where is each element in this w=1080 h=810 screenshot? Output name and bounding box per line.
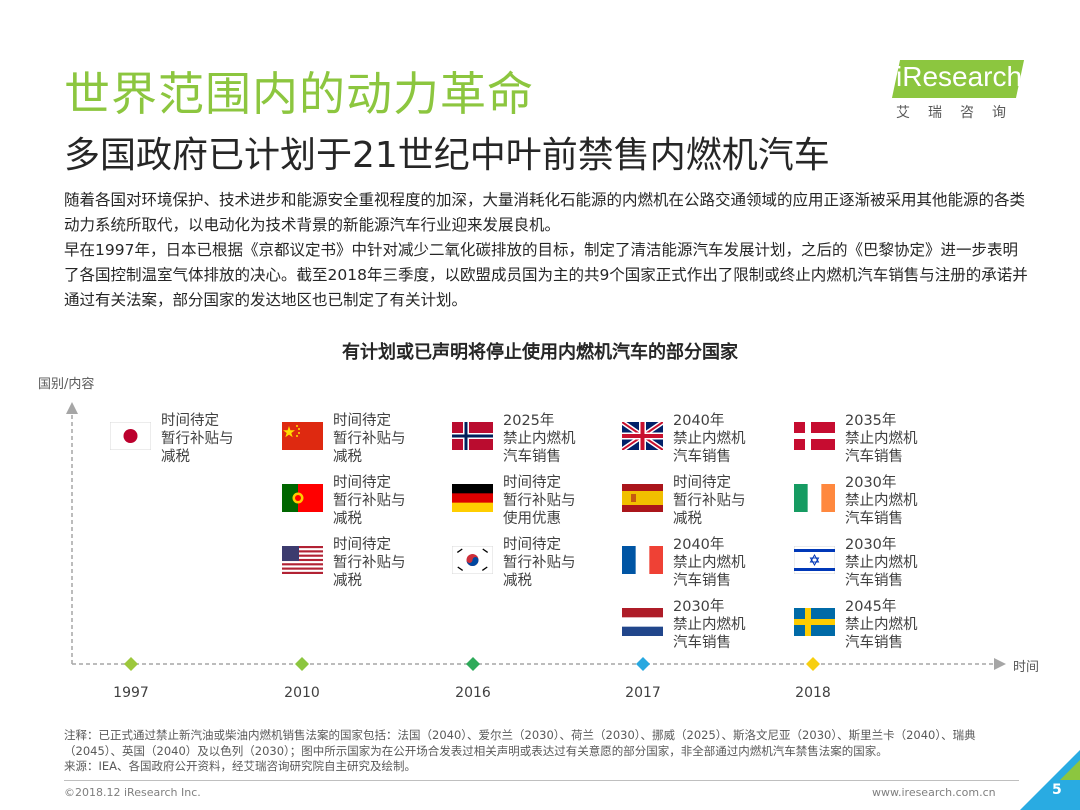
country-entry: 2025年 禁止内燃机 汽车销售 (452, 412, 576, 466)
iresearch-logo: iResearch 艾瑞咨询 (890, 58, 1030, 128)
country-entry: 时间待定 暂行补贴与 减税 (282, 474, 406, 528)
country-entry-text: 时间待定 暂行补贴与 减税 (333, 413, 406, 465)
timeline-marker-2017 (636, 657, 650, 671)
country-entry-text: 2030年 禁止内燃机 汽车销售 (673, 599, 746, 651)
country-entry: 2040年 禁止内燃机 汽车销售 (622, 536, 746, 590)
country-entry: 时间待定 暂行补贴与 减税 (110, 412, 234, 466)
country-entry: 2030年 禁止内燃机 汽车销售 (622, 598, 746, 652)
timeline-marker-2018 (806, 657, 820, 671)
year-label-2010: 2010 (284, 685, 320, 701)
country-entry-text: 2045年 禁止内燃机 汽车销售 (845, 599, 918, 651)
country-entry-text: 时间待定 暂行补贴与 减税 (333, 537, 406, 589)
country-entry-text: 2025年 禁止内燃机 汽车销售 (503, 413, 576, 465)
netherlands-flag (622, 608, 663, 636)
intro-paragraph-1: 随着各国对环境保护、技术进步和能源安全重视程度的加深，大量消耗化石能源的内燃机在… (64, 191, 1026, 234)
page-subtitle: 多国政府已计划于21世纪中叶前禁售内燃机汽车 (64, 135, 830, 176)
intro-paragraph: 随着各国对环境保护、技术进步和能源安全重视程度的加深，大量消耗化石能源的内燃机在… (64, 188, 1032, 313)
israel-flag (794, 546, 835, 574)
footnote-source: 来源：IEA、各国政府公开资料，经艾瑞咨询研究院自主研究及绘制。 (64, 759, 417, 773)
china-flag (282, 422, 323, 450)
country-entry-text: 时间待定 暂行补贴与 减税 (333, 475, 406, 527)
logo-chinese-text: 艾瑞咨询 (896, 105, 1024, 121)
country-entry: 2030年 禁止内燃机 汽车销售 (794, 474, 918, 528)
country-entry: 时间待定 暂行补贴与 减税 (282, 536, 406, 590)
country-entry-text: 时间待定 暂行补贴与 减税 (673, 475, 746, 527)
page-title: 世界范围内的动力革命 (64, 67, 534, 121)
country-entry: 时间待定 暂行补贴与 使用优惠 (452, 474, 576, 528)
country-entry-text: 2040年 禁止内燃机 汽车销售 (673, 413, 746, 465)
spain-flag (622, 484, 663, 512)
norway-flag (452, 422, 493, 450)
footer-divider (64, 780, 1019, 781)
uk-flag (622, 422, 663, 450)
y-axis-label: 国别/内容 (38, 377, 95, 392)
japan-flag (110, 422, 151, 450)
korea-flag (452, 546, 493, 574)
logo-text: iResearch (896, 61, 1023, 92)
country-entry-text: 时间待定 暂行补贴与 减税 (161, 413, 234, 465)
ireland-flag (794, 484, 835, 512)
page-number: 5 (1052, 782, 1062, 798)
country-entry-text: 时间待定 暂行补贴与 使用优惠 (503, 475, 576, 527)
country-entry: 2045年 禁止内燃机 汽车销售 (794, 598, 918, 652)
copyright: ©2018.12 iResearch Inc. (64, 786, 201, 799)
country-entry: 时间待定 暂行补贴与 减税 (622, 474, 746, 528)
year-label-2016: 2016 (455, 685, 491, 701)
intro-paragraph-2: 早在1997年，日本已根据《京都议定书》中针对减少二氧化碳排放的目标，制定了清洁… (64, 241, 1028, 309)
footnote-note: 注释：已正式通过禁止新汽油或柴油内燃机销售法案的国家包括：法国（2040）、爱尔… (64, 728, 976, 758)
country-entry-text: 2035年 禁止内燃机 汽车销售 (845, 413, 918, 465)
country-entry: 2035年 禁止内燃机 汽车销售 (794, 412, 918, 466)
country-entry-text: 2030年 禁止内燃机 汽车销售 (845, 475, 918, 527)
country-entry: 2040年 禁止内燃机 汽车销售 (622, 412, 746, 466)
sweden-flag (794, 608, 835, 636)
germany-flag (452, 484, 493, 512)
year-label-2017: 2017 (625, 685, 661, 701)
timeline-marker-1997 (124, 657, 138, 671)
country-entry: 时间待定 暂行补贴与 减税 (282, 412, 406, 466)
france-flag (622, 546, 663, 574)
denmark-flag (794, 422, 835, 450)
x-axis-label: 时间 (1013, 660, 1040, 675)
country-entry-text: 2040年 禁止内燃机 汽车销售 (673, 537, 746, 589)
usa-flag (282, 546, 323, 574)
website-link[interactable]: www.iresearch.com.cn (872, 786, 996, 799)
country-entry-text: 时间待定 暂行补贴与 减税 (503, 537, 576, 589)
corner-decoration (1020, 750, 1080, 810)
portugal-flag (282, 484, 323, 512)
country-entry-text: 2030年 禁止内燃机 汽车销售 (845, 537, 918, 589)
year-label-1997: 1997 (113, 685, 149, 701)
year-label-2018: 2018 (795, 685, 831, 701)
timeline-marker-2010 (295, 657, 309, 671)
country-entry: 2030年 禁止内燃机 汽车销售 (794, 536, 918, 590)
footnote: 注释：已正式通过禁止新汽油或柴油内燃机销售法案的国家包括：法国（2040）、爱尔… (64, 728, 1024, 775)
country-entry: 时间待定 暂行补贴与 减税 (452, 536, 576, 590)
timeline-marker-2016 (466, 657, 480, 671)
chart-title: 有计划或已声明将停止使用内燃机汽车的部分国家 (342, 342, 738, 363)
